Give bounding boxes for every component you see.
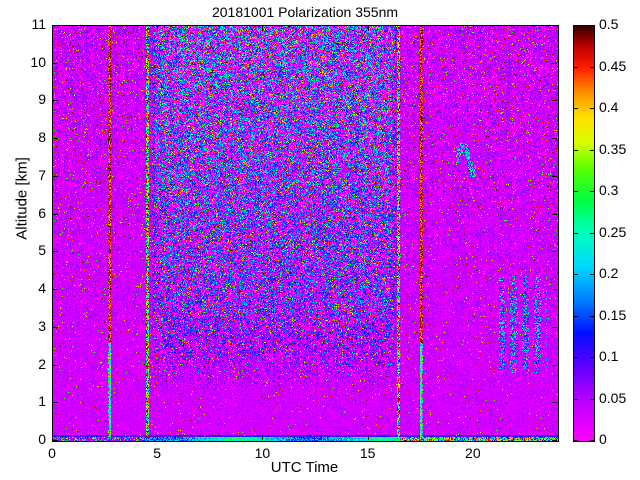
colorbar-tick-right [590,108,594,109]
colorbar-tick [574,108,578,109]
x-axis-tick [262,435,263,440]
colorbar-tick-label: 0.45 [599,57,627,74]
colorbar-tick [574,399,578,400]
y-axis-tick-right [552,176,557,177]
colorbar-tick-right [590,440,594,441]
x-axis-tick-label: 20 [465,445,481,461]
page-title: 20181001 Polarization 355nm [211,4,399,20]
x-axis-tick-top [52,26,53,31]
x-axis-tick [157,435,158,440]
colorbar-tick-right [590,67,594,68]
colorbar-tick-right [590,399,594,400]
colorbar-tick-label: 0.15 [599,306,627,323]
y-axis-tick-right [552,440,557,441]
x-axis-tick-label: 5 [153,445,162,461]
colorbar-tick [574,25,578,26]
y-axis-tick-label: 2 [38,355,46,372]
y-axis-tick-right [552,365,557,366]
x-axis-tick-top [473,26,474,31]
colorbar-tick [574,357,578,358]
colorbar-tick-right [590,233,594,234]
y-axis-tick [53,289,58,290]
colorbar-tick [574,233,578,234]
colorbar-tick-right [590,316,594,317]
y-axis-tick-right [552,214,557,215]
colorbar-tick [574,67,578,68]
y-axis-tick-label: 1 [38,393,46,410]
colorbar-tick [574,440,578,441]
y-axis-tick [53,402,58,403]
y-axis-tick-label: 3 [38,317,46,334]
y-axis-tick-right [552,327,557,328]
y-axis-tick-right [552,402,557,403]
colorbar-tick-label: 0.35 [599,140,627,157]
colorbar-tick-right [590,191,594,192]
x-axis-tick-top [262,26,263,31]
y-axis-tick [53,100,58,101]
colorbar[interactable] [573,25,595,442]
y-axis-tick [53,251,58,252]
y-axis-tick-label: 9 [38,91,46,108]
colorbar-tick [574,150,578,151]
y-axis-tick-right [552,63,557,64]
y-axis-tick-label: 0 [38,431,46,447]
y-axis-tick-label: 7 [38,166,46,183]
colorbar-tick-right [590,357,594,358]
y-axis-tick-label: 11 [31,16,46,32]
colorbar-tick-right [590,274,594,275]
y-axis-tick-label: 10 [30,53,46,70]
colorbar-tick-label: 0.25 [599,223,627,240]
colorbar-tick-label: 0 [599,431,607,447]
y-axis-tick [53,440,58,441]
y-axis-tick-right [552,289,557,290]
y-axis-tick-label: 6 [38,204,46,221]
x-axis-tick [52,435,53,440]
y-axis-tick [53,25,58,26]
y-axis-tick [53,214,58,215]
y-axis-tick-right [552,25,557,26]
y-axis-tick [53,327,58,328]
x-axis-tick-label: 0 [48,445,56,461]
colorbar-tick-right [590,150,594,151]
y-axis-label: Altitude [km] [13,157,31,240]
y-axis-tick [53,176,58,177]
colorbar-tick [574,191,578,192]
y-axis-tick-label: 8 [38,129,46,146]
colorbar-tick-label: 0.05 [599,389,627,406]
colorbar-gradient [574,26,594,441]
heatmap-plot-area[interactable] [52,25,559,442]
colorbar-tick-label: 0.1 [599,348,619,364]
colorbar-tick-label: 0.2 [599,265,619,281]
x-axis-tick-label: 10 [254,445,271,461]
x-axis-tick-top [157,26,158,31]
y-axis-tick-right [552,251,557,252]
x-axis-tick-label: 15 [359,445,376,461]
x-axis-label: UTC Time [270,459,339,476]
y-axis-tick [53,63,58,64]
y-axis-tick [53,138,58,139]
x-axis-tick-top [368,26,369,31]
y-axis-tick-label: 4 [38,280,46,297]
colorbar-tick [574,274,578,275]
colorbar-tick-label: 0.4 [599,99,619,115]
colorbar-tick-right [590,25,594,26]
y-axis-tick-label: 5 [38,242,46,259]
x-axis-tick [368,435,369,440]
heatmap-canvas [53,26,558,441]
colorbar-tick-label: 0.3 [599,182,619,198]
y-axis-tick-right [552,100,557,101]
y-axis-tick-right [552,138,557,139]
y-axis-tick [53,365,58,366]
colorbar-tick-label: 0.5 [599,16,619,32]
x-axis-tick [473,435,474,440]
colorbar-tick [574,316,578,317]
